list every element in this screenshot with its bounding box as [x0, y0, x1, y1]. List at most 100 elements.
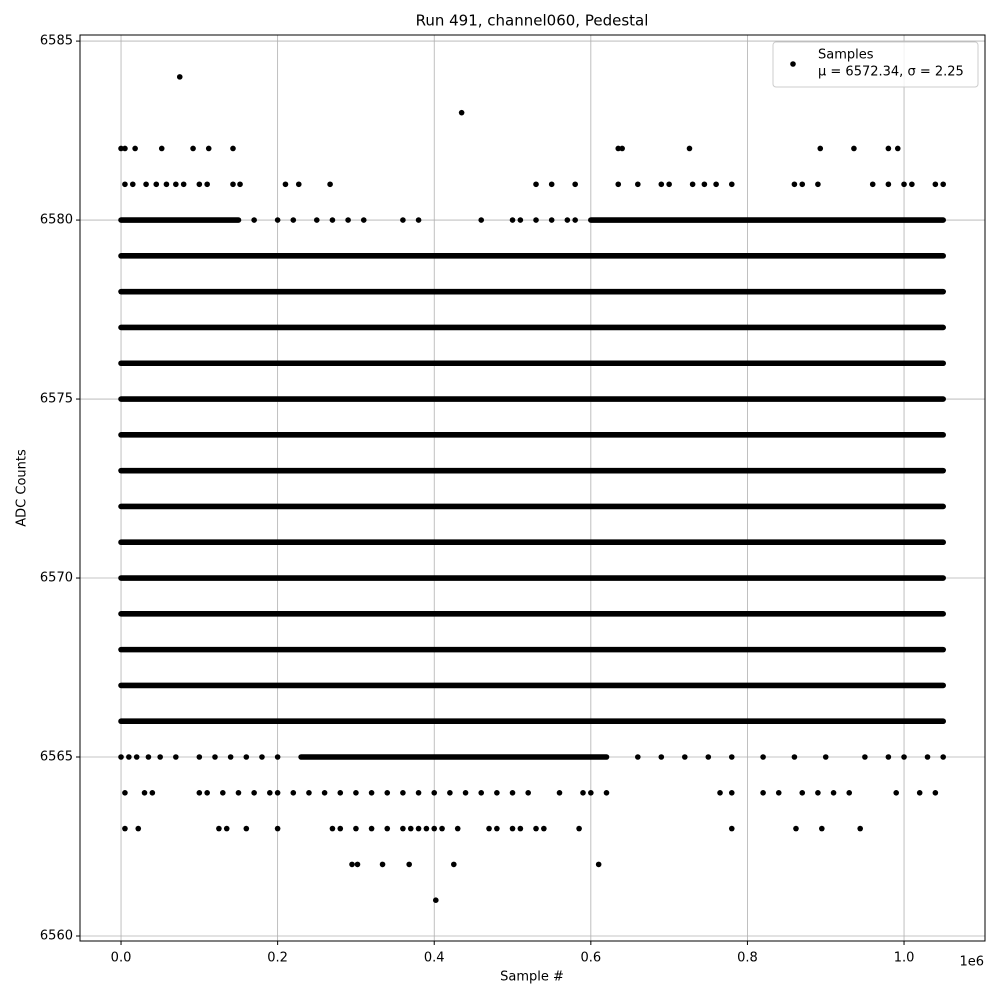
- sample-point: [235, 790, 242, 796]
- chart-title: Run 491, channel060, Pedestal: [416, 12, 649, 30]
- sample-point: [321, 790, 328, 796]
- x-axis-label: Sample #: [500, 970, 564, 985]
- sample-point: [885, 754, 892, 760]
- sample-point: [295, 181, 302, 188]
- sample-point: [360, 217, 367, 223]
- sample-point: [901, 181, 907, 188]
- sample-point: [603, 790, 610, 796]
- y-axis-label: ADC Counts: [15, 449, 30, 527]
- sample-point: [406, 861, 412, 868]
- sample-point: [163, 181, 170, 188]
- sample-point: [451, 861, 457, 868]
- sample-point: [909, 181, 915, 188]
- sample-point: [815, 181, 821, 188]
- sample-point: [196, 754, 203, 760]
- sample-point: [901, 754, 907, 760]
- sample-point: [619, 145, 625, 152]
- sample-point: [143, 181, 149, 188]
- sample-point: [400, 825, 406, 832]
- sample-point: [354, 861, 361, 868]
- legend: Samples μ = 6572.34, σ = 2.25: [772, 41, 979, 88]
- sample-point: [509, 825, 516, 832]
- sample-point: [204, 181, 210, 188]
- sample-point: [486, 825, 492, 832]
- sample-point: [615, 145, 622, 152]
- sample-point: [705, 754, 712, 760]
- sample-point: [509, 790, 516, 796]
- sample-point: [267, 790, 273, 796]
- x-offset-label: 1e6: [959, 955, 984, 970]
- sample-point: [126, 754, 132, 760]
- sample-point: [196, 181, 203, 188]
- sample-point: [439, 825, 445, 832]
- sample-point: [407, 825, 414, 832]
- sample-point: [815, 790, 821, 796]
- sample-point: [118, 145, 124, 152]
- sample-point: [415, 825, 422, 832]
- sample-point: [132, 145, 138, 152]
- sample-point: [337, 790, 344, 796]
- sample-point: [932, 181, 939, 188]
- sample-point: [135, 825, 142, 832]
- sample-point: [251, 217, 257, 223]
- sample-point: [548, 217, 555, 223]
- y-tick-label: 6570: [40, 571, 73, 586]
- x-tick-label: 0.8: [737, 951, 758, 966]
- y-tick-label: 6560: [40, 928, 73, 943]
- y-tick-label: 6580: [40, 213, 73, 228]
- sample-point: [760, 790, 766, 796]
- sample-point: [306, 790, 312, 796]
- sample-point: [118, 754, 124, 760]
- sample-point: [576, 825, 582, 832]
- sample-point: [822, 754, 829, 760]
- sample-point: [635, 754, 641, 760]
- sample-point: [548, 181, 555, 188]
- y-tick-label: 6575: [40, 392, 73, 407]
- sample-point: [533, 181, 539, 188]
- plot-area: 0.0 0.2 0.4 0.6 0.8 1.0 6560 6565 6570 6575 6580 65…: [40, 34, 985, 966]
- sample-point: [274, 825, 281, 832]
- sample-point: [533, 825, 539, 832]
- sample-point: [223, 825, 230, 832]
- sample-point: [349, 861, 355, 868]
- sample-point: [251, 790, 257, 796]
- sample-point: [885, 181, 892, 188]
- sample-point: [415, 790, 422, 796]
- sample-point: [717, 790, 723, 796]
- sample-point: [431, 790, 438, 796]
- axes-frame: [79, 34, 986, 942]
- sample-point: [129, 181, 136, 188]
- sample-point: [728, 754, 735, 760]
- sample-point: [713, 181, 719, 188]
- sample-point: [862, 754, 868, 760]
- sample-point: [122, 825, 128, 832]
- sample-point: [353, 825, 359, 832]
- sample-point: [681, 754, 688, 760]
- sample-point: [337, 825, 344, 832]
- sample-point: [893, 790, 900, 796]
- legend-stats: μ = 6572.34, σ = 2.25: [818, 65, 964, 80]
- sample-point: [313, 217, 320, 223]
- sample-point: [517, 825, 524, 832]
- sample-point: [384, 825, 391, 832]
- sample-point: [869, 181, 876, 188]
- sample-point: [572, 181, 578, 188]
- sample-point: [447, 790, 453, 796]
- y-tick-label: 6585: [40, 34, 73, 49]
- sample-point: [122, 145, 128, 152]
- sample-point: [478, 217, 485, 223]
- sample-point: [220, 790, 226, 796]
- sample-point: [180, 181, 187, 188]
- sample-point: [145, 754, 152, 760]
- sample-point: [940, 754, 946, 760]
- sample-point: [846, 790, 853, 796]
- sample-point: [916, 790, 923, 796]
- legend-label: Samples: [818, 48, 874, 63]
- sample-point: [525, 790, 531, 796]
- sample-point: [924, 754, 931, 760]
- x-tick-label: 0.0: [111, 951, 132, 966]
- sample-point: [158, 145, 165, 152]
- sample-point: [932, 790, 939, 796]
- legend-box: [772, 41, 979, 88]
- sample-point: [689, 181, 696, 188]
